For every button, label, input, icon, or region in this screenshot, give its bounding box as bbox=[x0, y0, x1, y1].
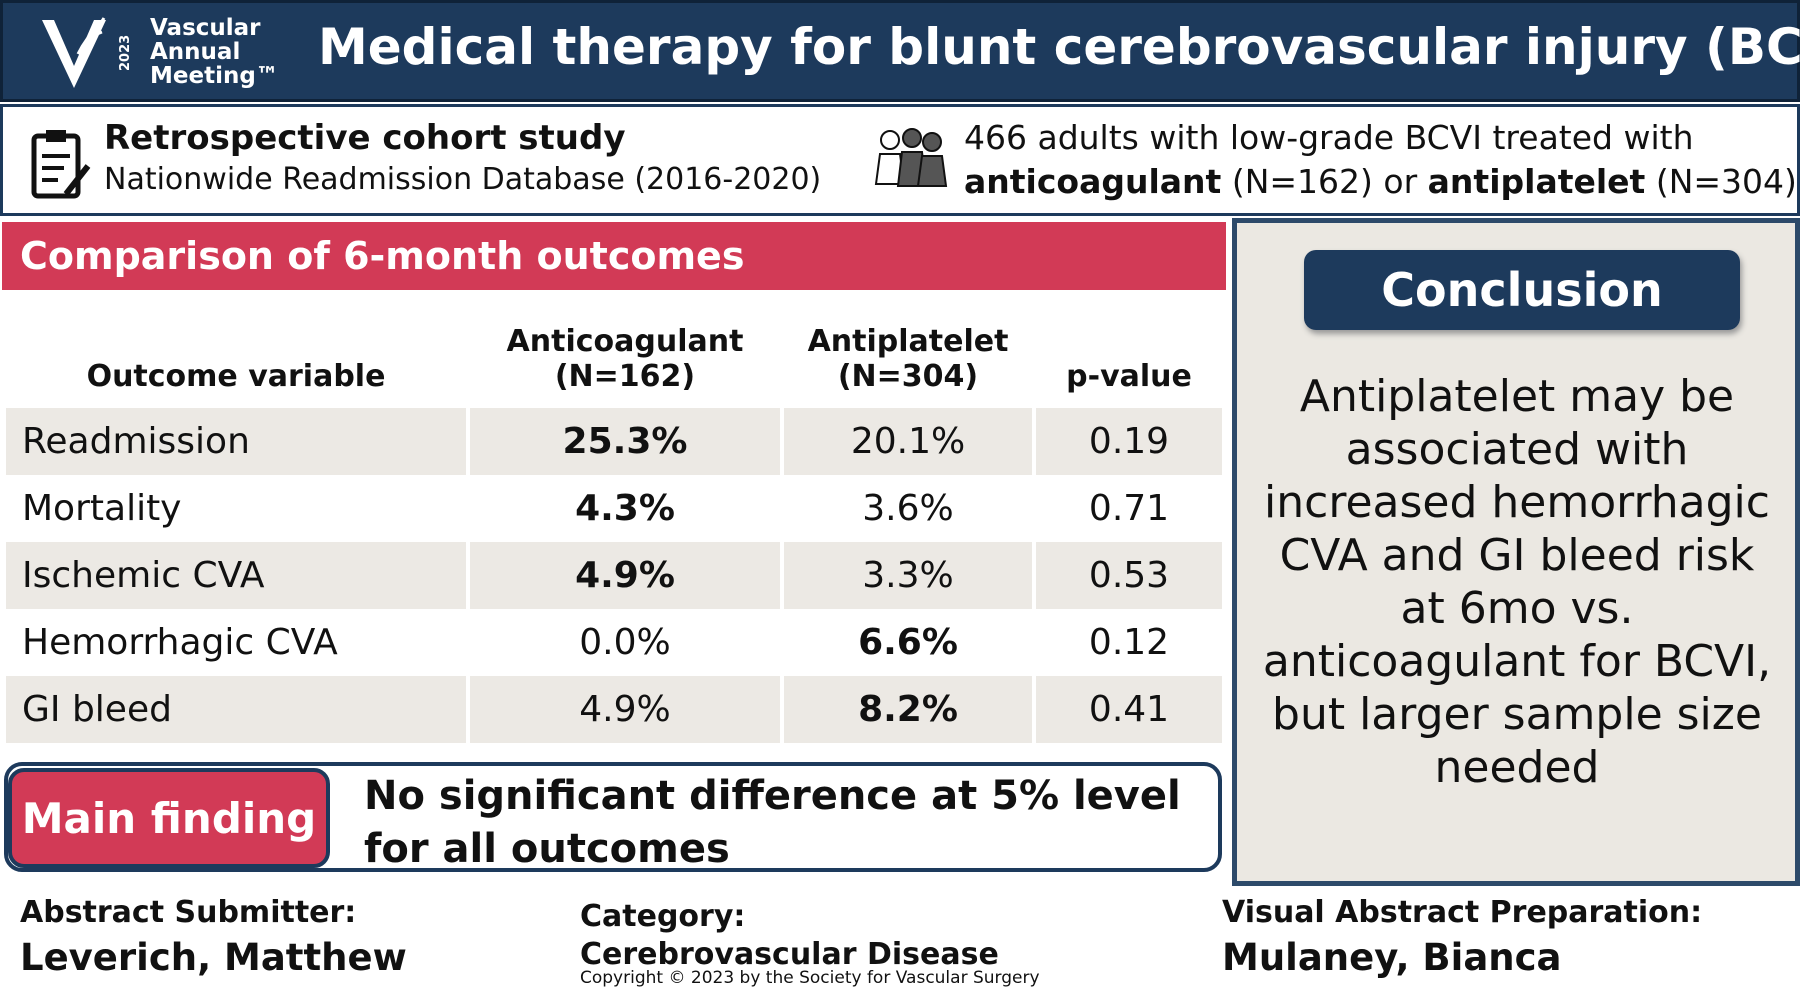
logo-line: Vascular bbox=[150, 15, 261, 41]
footer-category: Category: Cerebrovascular Disease bbox=[580, 899, 999, 972]
population-line: 466 adults with low-grade BCVI treated w… bbox=[964, 118, 1694, 157]
table-cell: 4.3% bbox=[575, 488, 675, 529]
table-cell: 0.71 bbox=[1088, 488, 1170, 529]
table-row: Mortality 4.3% 3.6% 0.71 bbox=[6, 475, 1222, 542]
section-title: Comparison of 6-month outcomes bbox=[2, 222, 1226, 290]
table-cell: 0.41 bbox=[1036, 676, 1222, 743]
table-row: Hemorrhagic CVA 0.0% 6.6% 0.12 bbox=[6, 609, 1222, 676]
footer-label: Abstract Submitter: bbox=[20, 895, 357, 930]
footer-name: Leverich, Matthew bbox=[20, 936, 407, 979]
table-cell: 0.12 bbox=[1088, 622, 1170, 663]
col-header: Anticoagulant (N=162) bbox=[506, 324, 744, 394]
logo-line: Annual bbox=[150, 39, 241, 65]
col-header: p-value bbox=[1066, 359, 1192, 394]
col-header: Antiplatelet (N=304) bbox=[807, 324, 1009, 394]
study-design: Retrospective cohort study bbox=[104, 118, 626, 158]
outcome-name: Hemorrhagic CVA bbox=[22, 622, 338, 663]
table-cell: 3.3% bbox=[784, 542, 1032, 609]
footer-name: Mulaney, Bianca bbox=[1222, 936, 1562, 979]
table-cell: 6.6% bbox=[858, 622, 958, 663]
header-row: Outcome variable Anticoagulant (N=162) Ant… bbox=[6, 298, 1222, 408]
outcome-name: Readmission bbox=[6, 408, 466, 475]
table-row: Ischemic CVA 4.9% 3.3% 0.53 bbox=[6, 542, 1222, 609]
logo-name: Vascular Annual Meeting™ bbox=[150, 16, 279, 88]
group-n: (N=304) bbox=[1655, 162, 1797, 201]
group-n: (N=162) or bbox=[1231, 162, 1418, 201]
conclusion-text: Antiplatelet may be associated with incr… bbox=[1262, 371, 1772, 793]
main-finding-label: Main finding bbox=[8, 768, 330, 868]
copyright: Copyright © 2023 by the Society for Vasc… bbox=[580, 968, 1040, 988]
col-header: Outcome variable bbox=[86, 359, 386, 394]
group-name: antiplatelet bbox=[1427, 162, 1646, 201]
logo-year: 2023 bbox=[118, 34, 133, 72]
table-cell: 4.9% bbox=[470, 542, 780, 609]
footer-label: Visual Abstract Preparation: bbox=[1222, 895, 1703, 930]
table-cell: 8.2% bbox=[784, 676, 1032, 743]
title: Medical therapy for blunt cerebrovascula… bbox=[318, 18, 1800, 76]
table-cell: 0.53 bbox=[1036, 542, 1222, 609]
outcome-name: Ischemic CVA bbox=[6, 542, 466, 609]
conclusion-title: Conclusion bbox=[1304, 250, 1740, 330]
table-cell: 0.19 bbox=[1036, 408, 1222, 475]
clipboard-icon bbox=[31, 130, 91, 199]
table-row: Readmission 25.3% 20.1% 0.19 bbox=[6, 408, 1222, 475]
logo-icon bbox=[42, 17, 106, 88]
table-row: GI bleed 4.9% 8.2% 0.41 bbox=[6, 676, 1222, 743]
table-cell: 0.0% bbox=[579, 622, 671, 663]
outcome-name: Mortality bbox=[22, 488, 182, 529]
table-cell: 20.1% bbox=[784, 408, 1032, 475]
table-cell: 3.6% bbox=[862, 488, 954, 529]
group-name: anticoagulant bbox=[964, 162, 1222, 201]
main-finding-text: No significant difference at 5% level fo… bbox=[364, 773, 1181, 872]
table-cell: 4.9% bbox=[470, 676, 780, 743]
population: 466 adults with low-grade BCVI treated w… bbox=[964, 116, 1797, 204]
population-groups: anticoagulant (N=162) or antiplatelet (N… bbox=[964, 160, 1797, 204]
logo-line: Meeting™ bbox=[150, 63, 279, 89]
table-cell: 25.3% bbox=[470, 408, 780, 475]
header-bar bbox=[0, 0, 1800, 102]
outcome-table: Outcome variable Anticoagulant (N=162) Ant… bbox=[2, 298, 1226, 743]
study-source: Nationwide Readmission Database (2016-20… bbox=[104, 162, 822, 197]
people-icon bbox=[874, 128, 948, 187]
outcome-name: GI bleed bbox=[6, 676, 466, 743]
